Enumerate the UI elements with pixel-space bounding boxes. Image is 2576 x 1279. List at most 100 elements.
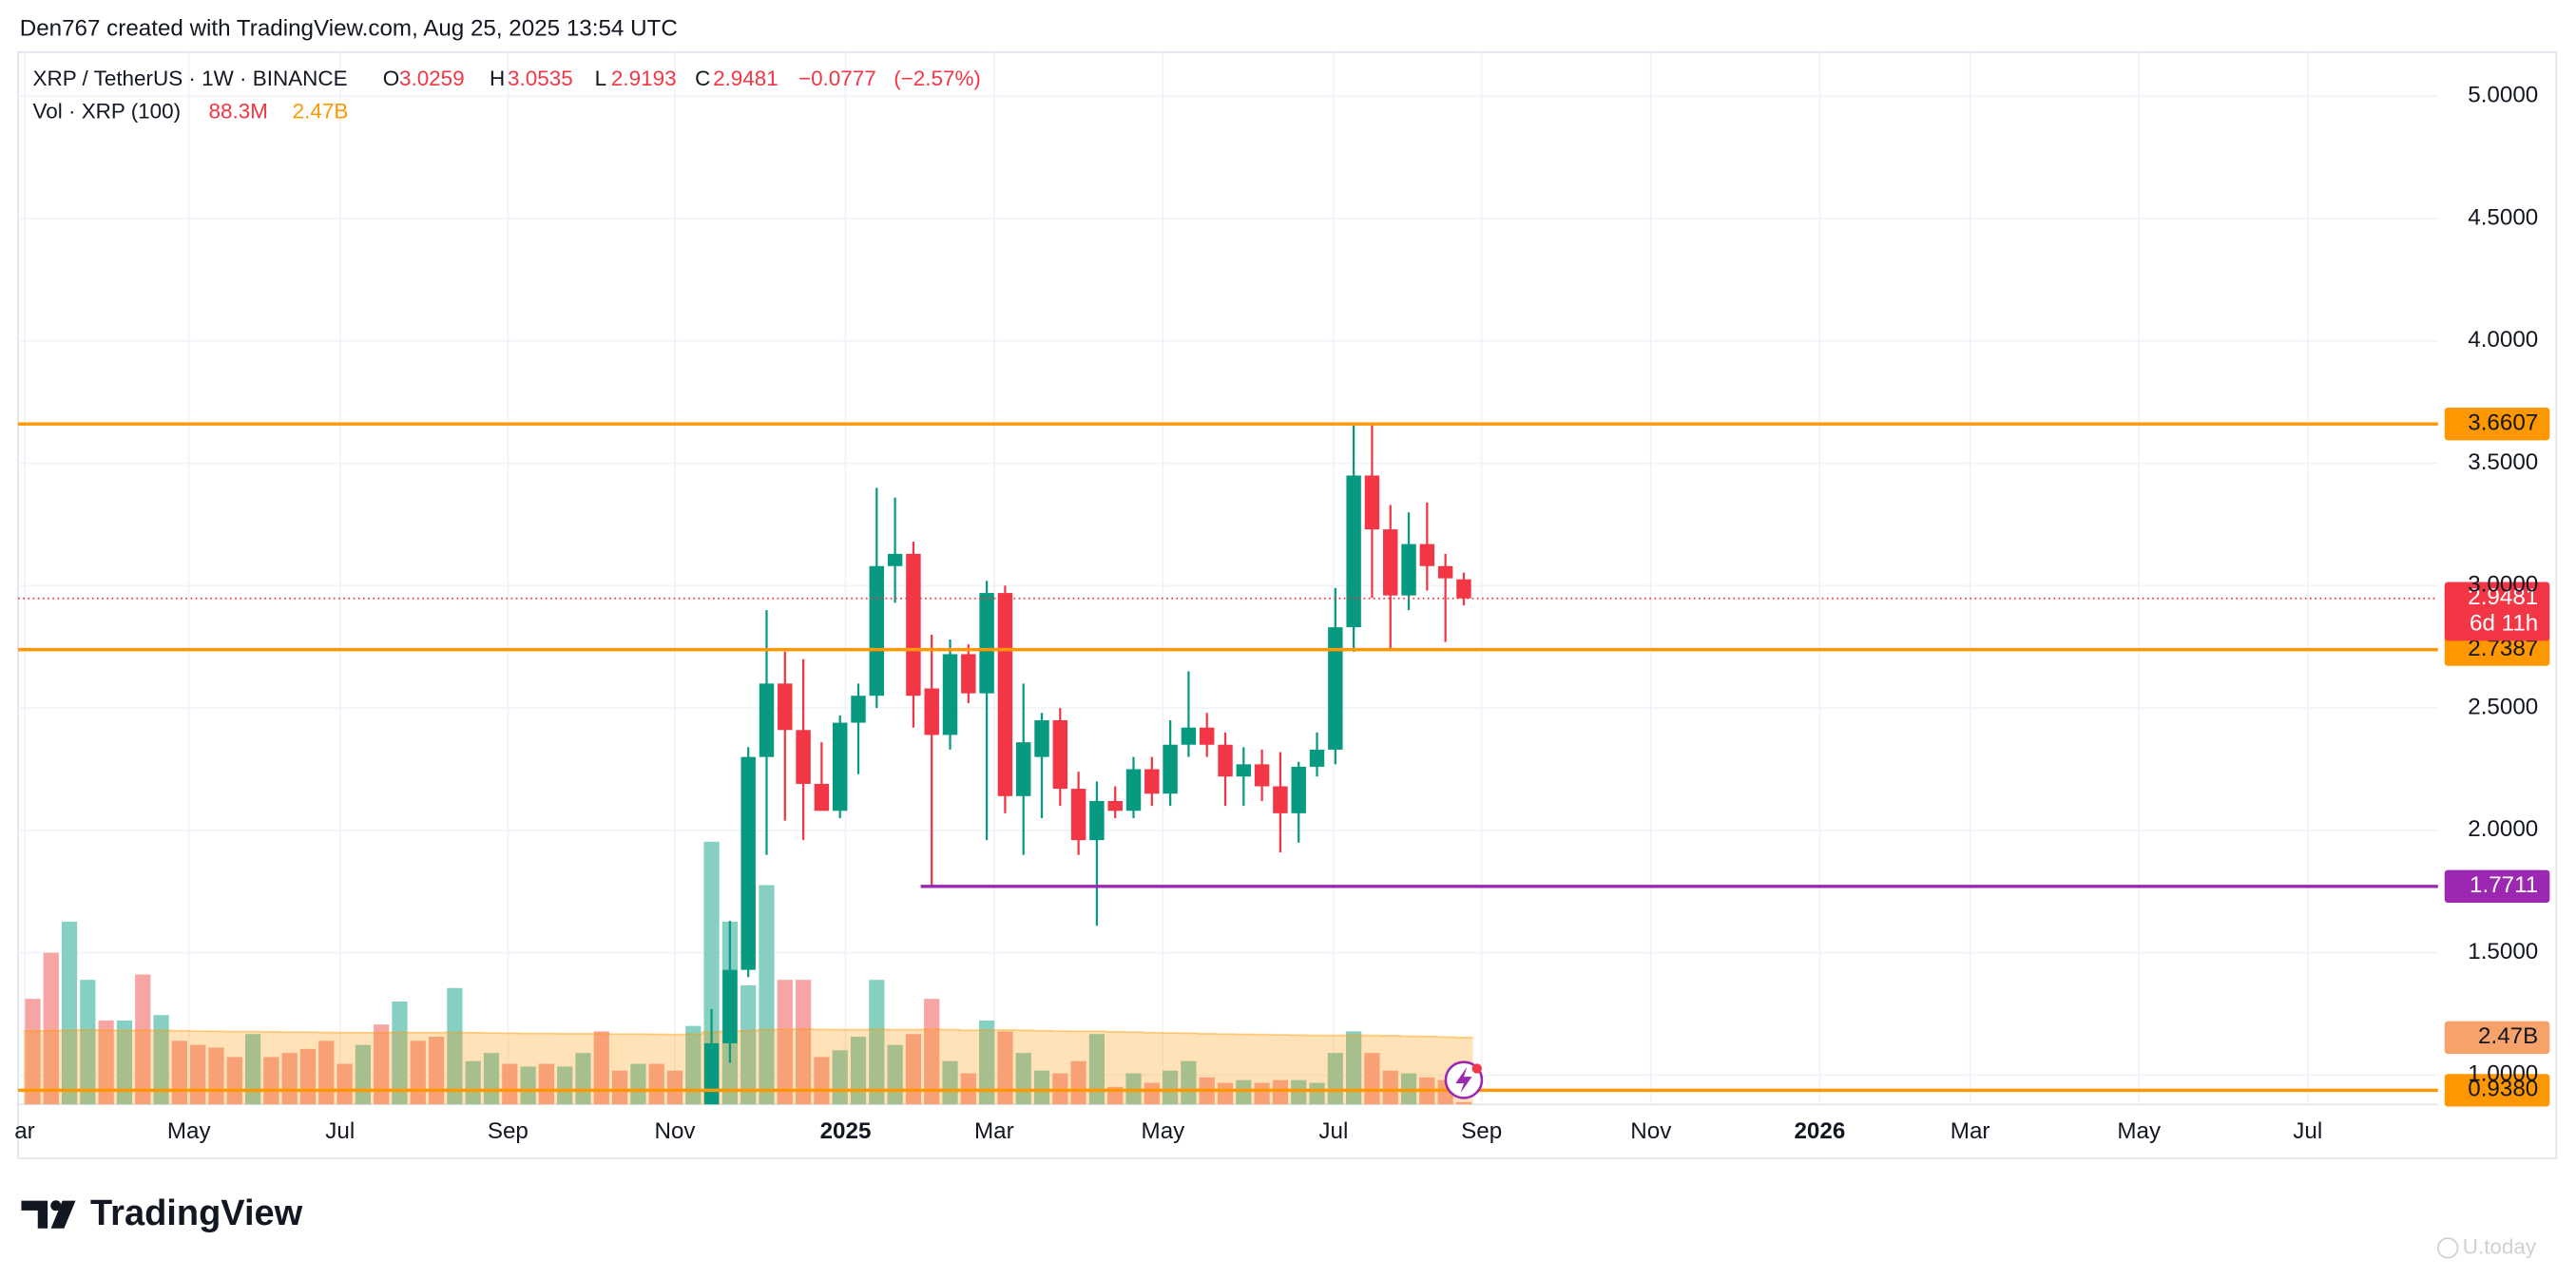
volume-bar xyxy=(244,1034,261,1105)
volume-bar xyxy=(374,1024,390,1105)
volume-bar xyxy=(1163,1070,1179,1105)
y-tick-label: 4.0000 xyxy=(2468,327,2538,353)
level-label-box xyxy=(2444,633,2550,666)
candle-body xyxy=(997,593,1013,796)
alert-icon xyxy=(1444,1060,1484,1099)
candle-body xyxy=(851,696,866,723)
x-tick-label: May xyxy=(1142,1118,1185,1144)
volume-bar xyxy=(924,999,940,1105)
x-tick-label: Mar xyxy=(1951,1118,1990,1144)
candle-body xyxy=(1254,764,1270,787)
candle-body xyxy=(759,683,775,757)
brand-logo: TradingView xyxy=(21,1193,303,1233)
y-tick-label: 3.0000 xyxy=(2468,572,2538,598)
volume-pane xyxy=(23,841,1473,1105)
watermark-icon xyxy=(2436,1237,2459,1259)
volume-bar xyxy=(630,1063,646,1105)
candle-body xyxy=(1125,769,1142,811)
volume-bar xyxy=(116,1020,133,1105)
candle-body xyxy=(832,722,848,811)
countdown: 6d 11h xyxy=(2470,611,2538,637)
x-tick-label: Nov xyxy=(654,1118,695,1144)
volume-bar xyxy=(557,1066,573,1105)
volume-bar xyxy=(648,1063,664,1105)
volume-bar xyxy=(153,1015,169,1105)
candle-body xyxy=(1456,579,1471,599)
level-label-box xyxy=(2444,408,2550,441)
volume-bar xyxy=(520,1066,536,1105)
volume-bar xyxy=(942,1060,958,1105)
candle-body xyxy=(942,654,958,735)
alert-dot xyxy=(1471,1063,1482,1074)
candle-body xyxy=(1419,544,1435,566)
candle-body xyxy=(1015,742,1031,796)
volume-bar xyxy=(318,1040,335,1105)
candle-body xyxy=(1401,544,1416,596)
candle-body xyxy=(1107,800,1123,811)
logo-bar xyxy=(21,1200,48,1229)
ohlc-letter: H xyxy=(490,67,505,90)
candle-body xyxy=(796,730,811,784)
y-tick-label: 2.0000 xyxy=(2468,816,2538,842)
volume-ma-value: 2.47B xyxy=(293,99,349,123)
volume-bar xyxy=(814,1057,830,1105)
volume-bar xyxy=(135,974,151,1105)
volume-bar xyxy=(1346,1031,1362,1105)
candle-body xyxy=(778,683,793,731)
level-label-box xyxy=(2444,1074,2550,1107)
volume-bar xyxy=(61,921,78,1105)
candle-body xyxy=(1273,786,1288,813)
candle-body xyxy=(1291,766,1306,813)
x-tick-label: ar xyxy=(14,1118,35,1144)
volume-bar xyxy=(336,1063,353,1105)
volume-bar xyxy=(1217,1082,1234,1105)
volume-bar xyxy=(171,1040,187,1105)
volume-bar xyxy=(611,1070,628,1105)
close-value: 2.9481 xyxy=(713,67,779,90)
brand: TradingView xyxy=(90,1193,303,1233)
level-label: 1.7711 xyxy=(2470,872,2538,898)
volume-bar xyxy=(1144,1082,1160,1105)
volume-bar xyxy=(979,1020,995,1105)
volume-ma-area xyxy=(23,1029,1473,1105)
volume-bar xyxy=(1254,1082,1270,1105)
x-tick-label: Nov xyxy=(1630,1118,1671,1144)
candle-body xyxy=(1309,749,1325,767)
candles xyxy=(703,424,1471,1105)
volume-value: 88.3M xyxy=(208,99,267,123)
x-tick-label: 2026 xyxy=(1794,1118,1845,1144)
volume-bar xyxy=(850,1037,867,1105)
volume-bar xyxy=(759,885,775,1105)
x-tick-label: May xyxy=(167,1118,211,1144)
volume-bar xyxy=(1033,1070,1050,1105)
legend: XRP / TetherUS · 1W · BINANCE O H L C 3.… xyxy=(33,67,981,123)
open-value: 3.0259 xyxy=(399,67,465,90)
volume-bar xyxy=(1382,1070,1398,1105)
candle-body xyxy=(814,783,830,811)
y-tick-label: 5.0000 xyxy=(2468,83,2538,108)
watermark: U.today xyxy=(2436,1234,2537,1259)
x-tick-label: Jul xyxy=(1318,1118,1348,1144)
candle-body xyxy=(1437,565,1453,579)
volume-bar xyxy=(869,980,885,1105)
volume-bar xyxy=(98,1020,114,1105)
volume-bar xyxy=(226,1057,242,1105)
candle-body xyxy=(1328,627,1343,750)
volume-bar xyxy=(447,987,463,1105)
x-tick-label: Sep xyxy=(488,1118,529,1144)
level-label: 3.6607 xyxy=(2468,410,2538,436)
volume-bar xyxy=(740,984,757,1105)
volume-bar xyxy=(1272,1079,1289,1105)
x-tick-label: Jul xyxy=(325,1118,355,1144)
low-value: 2.9193 xyxy=(611,67,677,90)
volume-bar xyxy=(1291,1079,1307,1105)
level-label: 0.9380 xyxy=(2468,1077,2538,1102)
candle-body xyxy=(906,553,921,697)
x-tick-label: 2025 xyxy=(820,1118,872,1144)
candle-body xyxy=(1052,719,1068,790)
candle-body xyxy=(722,969,738,1043)
y-tick-label: 1.0000 xyxy=(2468,1061,2538,1087)
volume-bar xyxy=(795,980,812,1105)
candle-body xyxy=(1218,744,1233,777)
candle-body xyxy=(1089,800,1105,841)
